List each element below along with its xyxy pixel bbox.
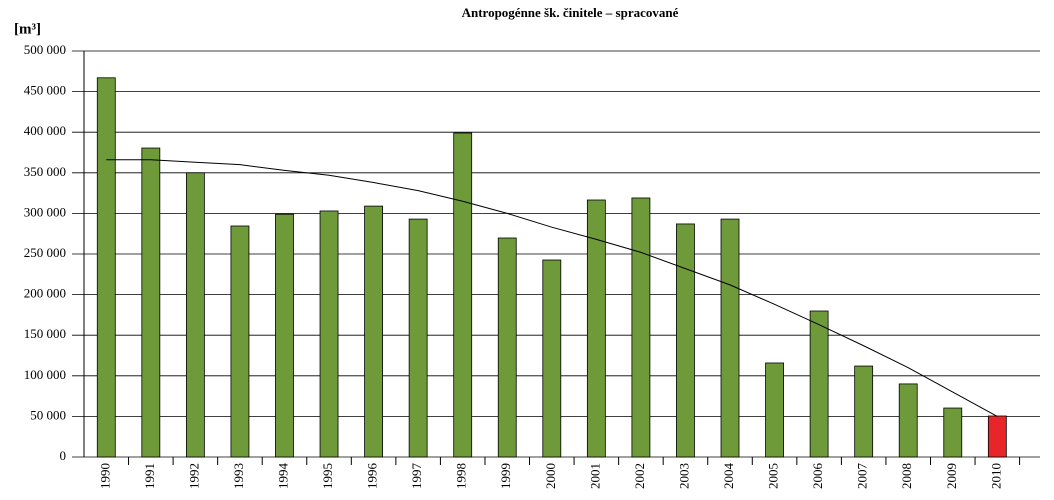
x-tick-label: 1995 bbox=[320, 463, 335, 489]
y-tick-label: 100 000 bbox=[24, 367, 66, 382]
bar bbox=[96, 77, 116, 458]
y-tick-label: 200 000 bbox=[24, 286, 66, 301]
y-tick-label: 300 000 bbox=[24, 204, 66, 219]
x-tick-label: 1997 bbox=[409, 463, 424, 490]
x-tick-label: 2003 bbox=[676, 463, 691, 489]
bar bbox=[987, 415, 1007, 458]
y-tick-label: 0 bbox=[60, 448, 67, 463]
x-tick-label: 2009 bbox=[944, 463, 959, 489]
bar bbox=[542, 259, 562, 458]
bar bbox=[319, 210, 339, 458]
bar bbox=[185, 172, 205, 458]
bar bbox=[275, 213, 294, 458]
x-tick-label: 2006 bbox=[810, 463, 825, 490]
y-tick-label: 150 000 bbox=[24, 326, 66, 341]
y-tick-label: 250 000 bbox=[24, 245, 66, 260]
bar bbox=[453, 132, 473, 458]
y-tick-label: 350 000 bbox=[24, 164, 66, 179]
chart-title: Antropogénne šk. činitele – spracované bbox=[462, 5, 679, 20]
x-tick-label: 1998 bbox=[454, 463, 469, 489]
bar bbox=[586, 199, 606, 458]
bar bbox=[408, 218, 428, 458]
x-tick-label: 2008 bbox=[899, 463, 914, 489]
x-tick-label: 1990 bbox=[97, 463, 112, 489]
x-tick-label: 2000 bbox=[543, 463, 558, 489]
bar bbox=[364, 205, 383, 458]
x-tick-label: 2007 bbox=[855, 463, 870, 490]
x-tick-label: 1994 bbox=[275, 463, 290, 490]
bar bbox=[943, 407, 963, 458]
bar bbox=[141, 147, 161, 458]
bar bbox=[497, 237, 517, 458]
bar bbox=[898, 383, 918, 458]
x-tick-label: 1996 bbox=[365, 463, 380, 490]
x-tick-label: 2002 bbox=[632, 463, 647, 489]
y-tick-label: 400 000 bbox=[24, 123, 66, 138]
bar bbox=[854, 365, 874, 458]
x-tick-label: 2010 bbox=[988, 463, 1003, 489]
y-axis-label: [m³] bbox=[14, 21, 41, 37]
x-tick-label: 2001 bbox=[587, 463, 602, 489]
x-tick-label: 2005 bbox=[766, 463, 781, 489]
y-tick-label: 450 000 bbox=[24, 83, 66, 98]
x-tick-label: 1999 bbox=[498, 463, 513, 489]
y-tick-label: 50 000 bbox=[30, 407, 66, 422]
bar bbox=[809, 310, 829, 458]
bar bbox=[720, 218, 740, 458]
x-tick-label: 1993 bbox=[231, 463, 246, 489]
bar bbox=[631, 197, 651, 458]
x-tick-label: 1991 bbox=[142, 463, 157, 489]
bar bbox=[230, 225, 250, 458]
bar bbox=[676, 223, 695, 458]
y-tick-label: 500 000 bbox=[24, 42, 66, 57]
trend-line bbox=[106, 159, 998, 417]
bar bbox=[765, 362, 784, 458]
x-tick-label: 2004 bbox=[721, 463, 736, 490]
x-tick-label: 1992 bbox=[186, 463, 201, 489]
